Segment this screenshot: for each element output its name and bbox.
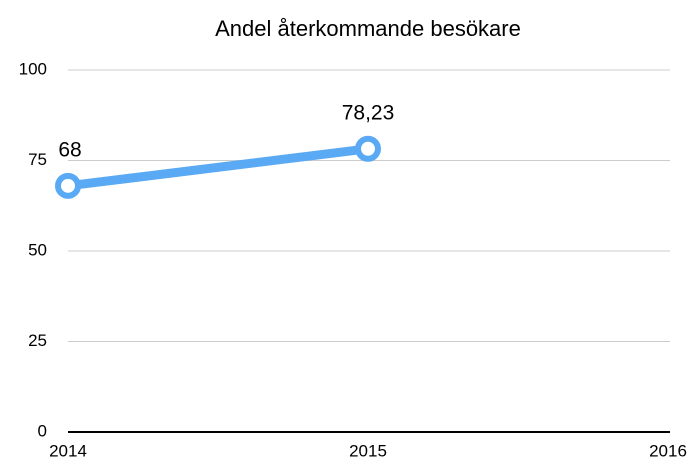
point (355, 135, 381, 162)
chart-title: Andel återkommande besökare (215, 16, 521, 41)
x-tick-label: 2016 (649, 441, 687, 460)
y-tick-label: 100 (19, 59, 47, 78)
series-line (63, 144, 373, 191)
point (55, 172, 81, 199)
y-tick-label: 50 (28, 240, 47, 259)
x-tick-label: 2015 (349, 441, 387, 460)
y-tick-label: 75 (28, 150, 47, 169)
y-tick-label: 0 (38, 421, 47, 440)
value-label: 68 (58, 138, 81, 161)
x-tick-label: 2014 (49, 441, 87, 460)
y-tick-label: 25 (28, 331, 47, 350)
value-label: 78,23 (342, 101, 395, 124)
